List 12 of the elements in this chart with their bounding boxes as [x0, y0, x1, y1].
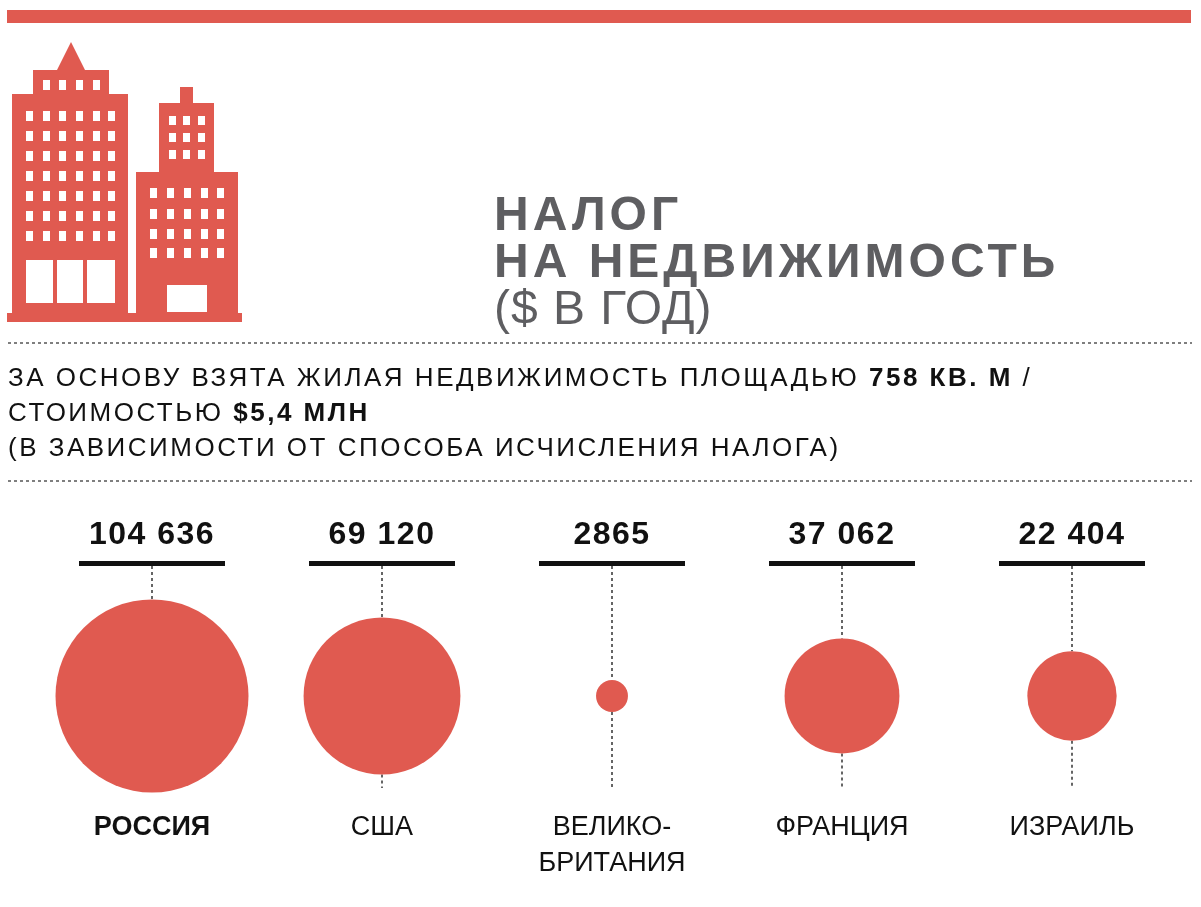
data-label: 104 636: [88, 515, 216, 551]
category-label: ФРАНЦИЯ: [775, 811, 909, 841]
text: (В ЗАВИСИМОСТИ ОТ СПОСОБА ИСЧИСЛЕНИЯ НАЛОГА): [8, 432, 841, 462]
data-label: 2865: [573, 515, 651, 551]
category-label: США: [350, 811, 414, 841]
data-label: 37 062: [788, 515, 896, 551]
category-label: ИЗРАИЛЬ: [1009, 811, 1135, 841]
data-label: 69 120: [328, 515, 436, 551]
category-label: ВЕЛИКО-БРИТАНИЯ: [538, 811, 686, 877]
text: ЗА ОСНОВУ ВЗЯТА ЖИЛАЯ НЕДВИЖИМОСТЬ ПЛОЩАДЬЮ 758 КВ. М / СТОИМОСТЬЮ $5,4 МЛН: [8, 362, 1033, 427]
data-label: 22 404: [1018, 515, 1126, 551]
category-label: РОССИЯ: [93, 811, 211, 841]
